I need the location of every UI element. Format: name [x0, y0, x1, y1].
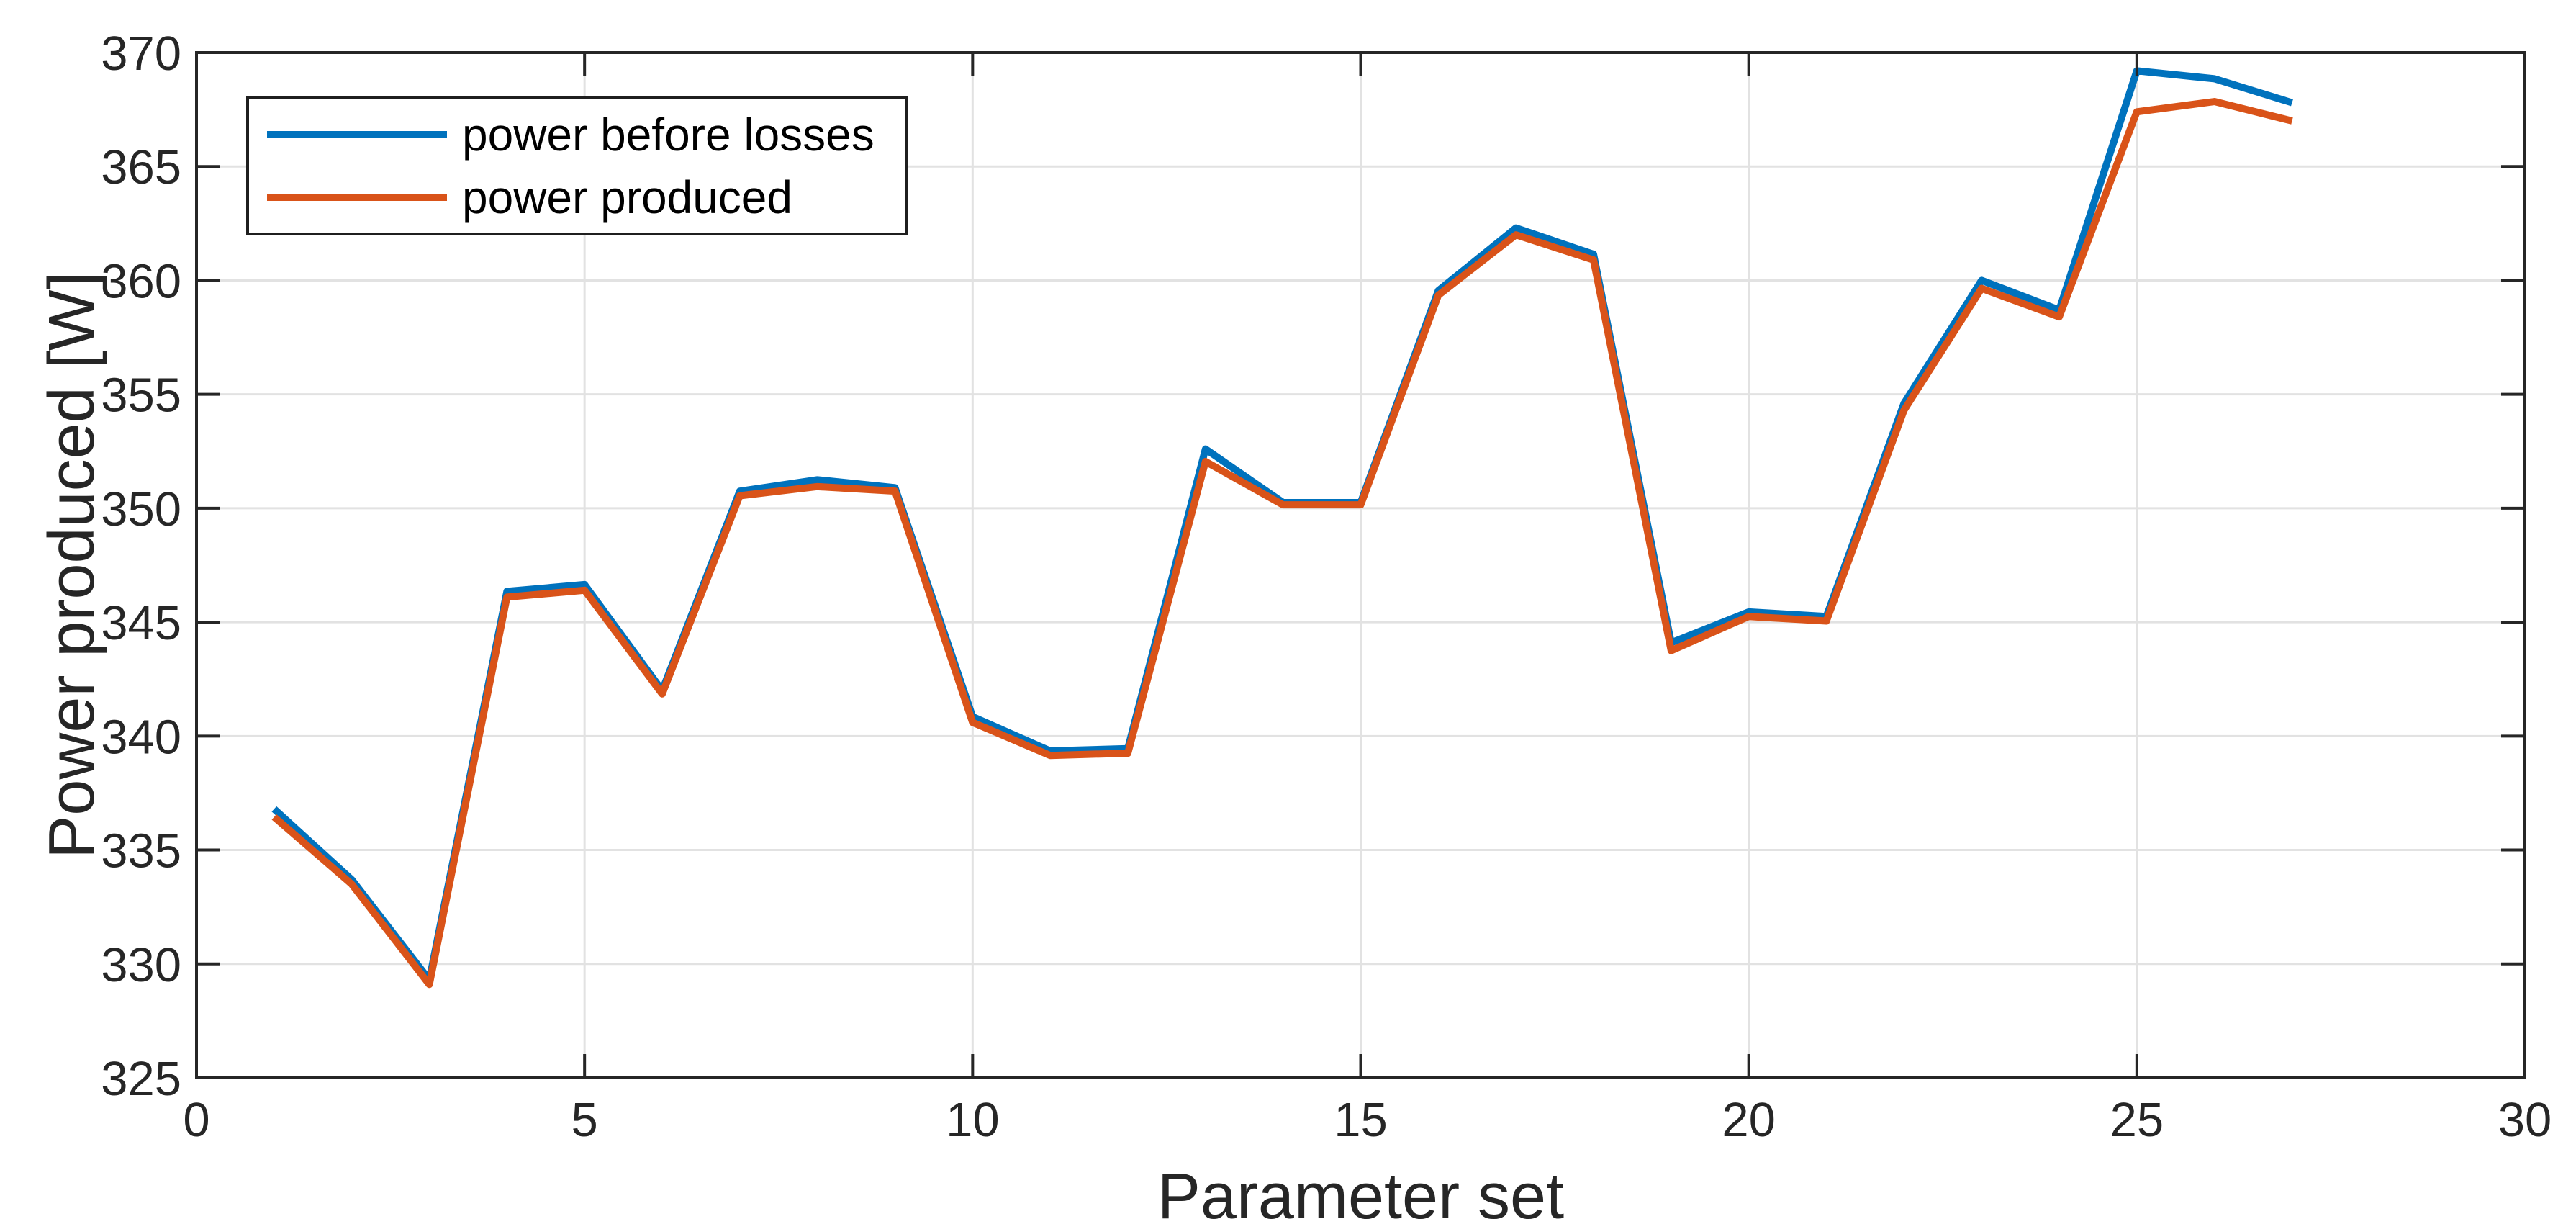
x-tick-label: 0: [183, 1093, 209, 1147]
y-tick-label: 345: [101, 596, 181, 650]
y-tick-label: 355: [101, 369, 181, 423]
x-tick-label: 20: [1722, 1093, 1776, 1147]
legend-label: power produced: [462, 171, 792, 223]
series-line-power-produced: [271, 98, 2293, 989]
x-tick-label: 10: [946, 1093, 1000, 1147]
legend: power before losses power produced: [246, 96, 908, 235]
legend-item-power-before-losses: power before losses: [249, 110, 905, 159]
legend-label: power before losses: [462, 108, 875, 161]
y-tick-label: 330: [101, 938, 181, 992]
y-tick-label: 325: [101, 1052, 181, 1106]
x-tick-label: 30: [2498, 1093, 2552, 1147]
legend-line-sample-blue: [267, 130, 447, 138]
x-tick-label: 25: [2110, 1093, 2164, 1147]
x-tick-label: 15: [1334, 1093, 1388, 1147]
legend-item-power-produced: power produced: [249, 173, 905, 222]
y-tick-label: 370: [101, 27, 181, 81]
legend-line-sample-orange: [267, 193, 447, 201]
y-axis-label: Power produced [W]: [36, 271, 108, 858]
y-tick-label: 340: [101, 710, 181, 764]
y-tick-label: 350: [101, 482, 181, 536]
x-axis-label: Parameter set: [1157, 1161, 1564, 1224]
x-tick-label: 5: [571, 1093, 598, 1147]
ticks: 0 5 10 15 20 25 30 325 330 335 340 345 350 355 360 365 3…: [101, 27, 2552, 1147]
y-tick-label: 335: [101, 824, 181, 878]
y-tick-label: 365: [101, 140, 181, 194]
grid: [196, 53, 2525, 1078]
y-tick-label: 360: [101, 254, 181, 308]
